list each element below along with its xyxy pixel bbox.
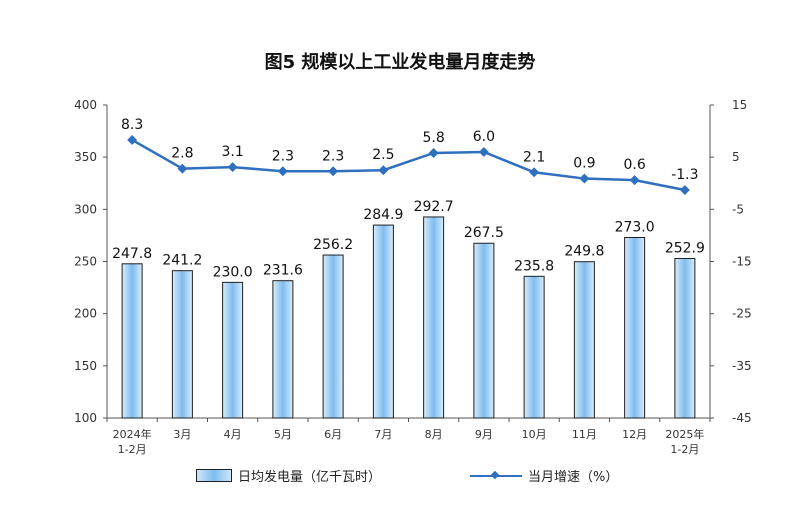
bar bbox=[222, 281, 244, 419]
right-tick-label: -25 bbox=[732, 307, 752, 321]
bar bbox=[624, 237, 646, 419]
legend-item-bars: 日均发电量（亿千瓦时） bbox=[196, 466, 381, 485]
x-tick-label: 11月 bbox=[572, 428, 597, 441]
bar bbox=[473, 242, 495, 419]
bar-value-label: 252.9 bbox=[665, 240, 705, 256]
growth-rate-label: 2.8 bbox=[171, 146, 193, 162]
growth-rate-point bbox=[227, 162, 238, 173]
x-tick-label: 2025年 bbox=[665, 427, 704, 441]
x-tick-label: 7月 bbox=[374, 428, 392, 441]
growth-rate-label: 2.1 bbox=[523, 149, 545, 165]
legend-label-bars: 日均发电量（亿千瓦时） bbox=[238, 470, 382, 485]
growth-rate-label: 5.8 bbox=[422, 130, 444, 146]
bar-value-label: 284.9 bbox=[363, 207, 403, 223]
chart-title: 图5 规模以上工业发电量月度走势 bbox=[264, 52, 536, 73]
bar bbox=[372, 224, 394, 419]
right-tick-label: 5 bbox=[732, 150, 740, 164]
growth-rate-point bbox=[277, 166, 288, 177]
growth-rate-label: 0.9 bbox=[573, 156, 595, 172]
bar bbox=[121, 263, 143, 419]
bar-value-label: 256.2 bbox=[313, 237, 353, 253]
growth-rate-point bbox=[127, 135, 138, 145]
x-tick-label: 10月 bbox=[522, 428, 547, 441]
bar bbox=[423, 216, 445, 419]
x-tick-label: 3月 bbox=[173, 428, 191, 441]
left-tick-label: 200 bbox=[74, 307, 97, 321]
left-tick-label: 100 bbox=[74, 411, 97, 425]
right-tick-label: -5 bbox=[732, 202, 744, 216]
x-tick-label: 6月 bbox=[324, 428, 342, 441]
right-tick-label: -45 bbox=[732, 411, 752, 425]
growth-rate-label: -1.3 bbox=[671, 167, 698, 183]
right-tick-label: -15 bbox=[732, 255, 752, 269]
bar-value-label: 230.0 bbox=[213, 264, 253, 280]
growth-rate-point bbox=[629, 175, 640, 186]
growth-rate-point bbox=[679, 185, 690, 195]
growth-rate-point bbox=[428, 148, 439, 158]
right-tick-label: -35 bbox=[732, 359, 752, 373]
right-tick-label: 15 bbox=[732, 98, 747, 112]
x-tick-label: 4月 bbox=[224, 428, 242, 441]
growth-rate-point bbox=[328, 166, 339, 177]
growth-rate-point bbox=[378, 165, 389, 176]
bar bbox=[523, 275, 545, 419]
growth-rate-point bbox=[177, 163, 188, 174]
bar-value-label: 292.7 bbox=[414, 199, 454, 215]
bar bbox=[674, 257, 696, 419]
bar-value-label: 249.8 bbox=[564, 244, 604, 260]
left-tick-label: 300 bbox=[74, 202, 97, 216]
legend-label-line: 当月增速（%） bbox=[528, 470, 619, 485]
growth-rate-label: 8.3 bbox=[121, 117, 143, 133]
x-tick-label: 12月 bbox=[622, 428, 647, 441]
growth-rate-point bbox=[579, 173, 590, 184]
growth-rate-label: 6.0 bbox=[473, 129, 495, 145]
growth-rate-label: 3.1 bbox=[221, 144, 243, 160]
growth-rate-point bbox=[478, 147, 489, 157]
growth-rate-label: 0.6 bbox=[623, 157, 645, 173]
x-tick-label: 9月 bbox=[475, 428, 493, 441]
growth-rate-label: 2.5 bbox=[372, 147, 394, 163]
left-tick-label: 350 bbox=[74, 150, 97, 164]
bar-value-label: 231.6 bbox=[263, 263, 303, 279]
bar bbox=[171, 270, 193, 419]
bar bbox=[322, 254, 344, 419]
growth-rate-label: 2.3 bbox=[322, 148, 344, 164]
growth-rate-label: 2.3 bbox=[272, 148, 294, 164]
left-tick-label: 400 bbox=[74, 98, 97, 112]
bar bbox=[573, 261, 595, 419]
legend-item-line: 当月增速（%） bbox=[470, 466, 618, 485]
x-tick-label: 1-2月 bbox=[118, 443, 147, 456]
growth-rate-line bbox=[131, 138, 686, 192]
legend-bar-swatch bbox=[196, 469, 232, 482]
growth-rate-point bbox=[529, 167, 540, 178]
bar-value-label: 235.8 bbox=[514, 258, 554, 274]
legend: 日均发电量（亿千瓦时） 当月增速（%） bbox=[0, 466, 800, 486]
x-tick-label: 8月 bbox=[425, 428, 443, 441]
x-tick-label: 2024年 bbox=[113, 427, 152, 441]
left-tick-label: 150 bbox=[74, 359, 97, 373]
bar-value-label: 273.0 bbox=[615, 220, 655, 236]
x-tick-label: 1-2月 bbox=[670, 443, 699, 456]
x-tick-label: 5月 bbox=[274, 428, 292, 441]
bar bbox=[272, 280, 294, 419]
left-tick-label: 250 bbox=[74, 255, 97, 269]
legend-line-swatch bbox=[470, 470, 522, 482]
bar-value-label: 267.5 bbox=[464, 225, 504, 241]
bar-value-label: 241.2 bbox=[162, 253, 202, 269]
bar-value-label: 247.8 bbox=[112, 246, 152, 262]
